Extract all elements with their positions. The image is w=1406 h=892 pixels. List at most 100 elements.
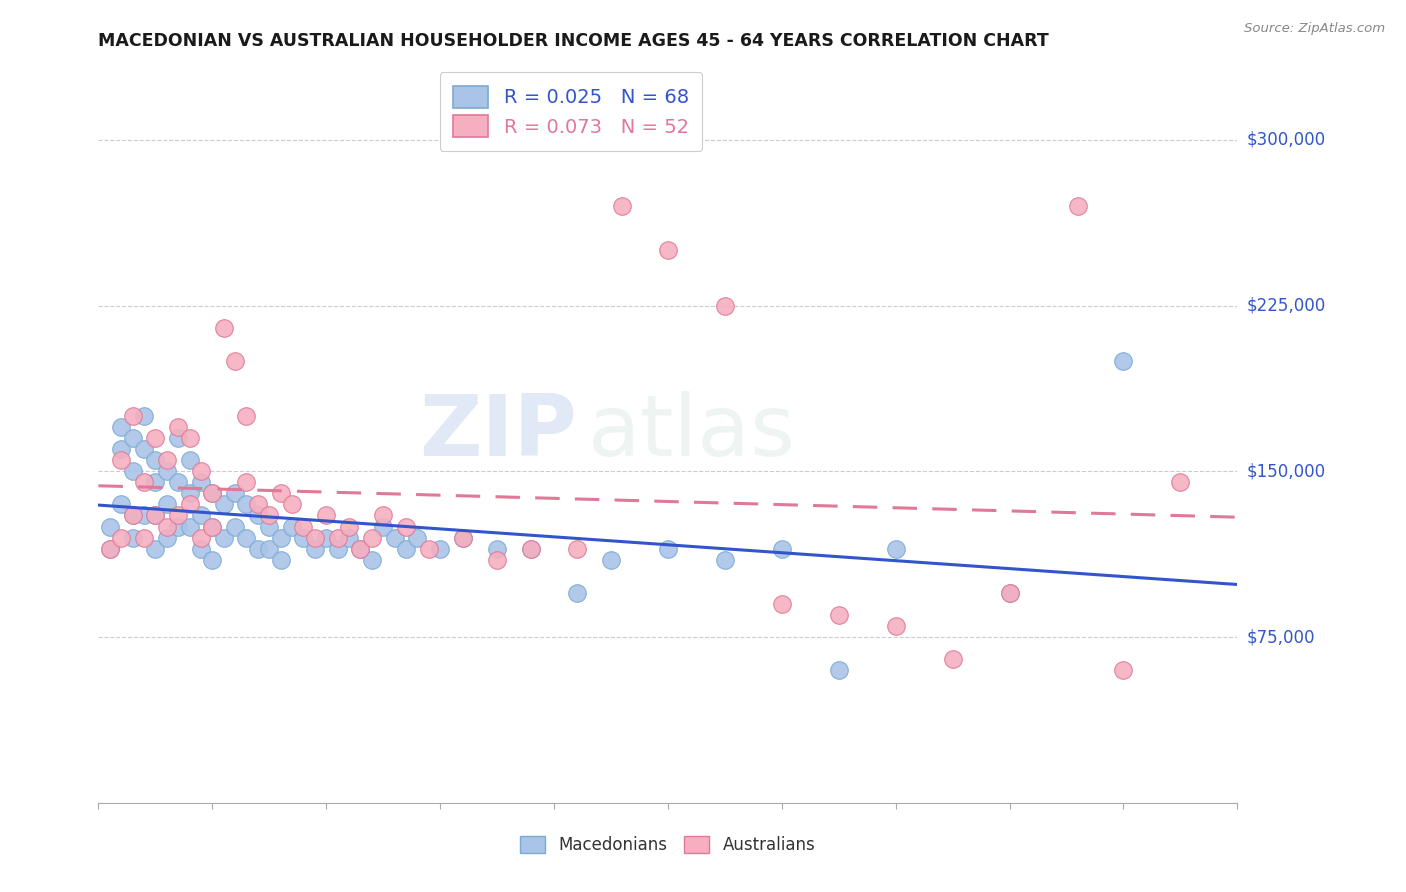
Point: [429, 541, 451, 556]
Point: [110, 420, 132, 434]
Point: [212, 320, 235, 334]
Point: [1170, 475, 1192, 490]
Point: [520, 541, 543, 556]
Point: [349, 541, 371, 556]
Legend: Macedonians, Australians: Macedonians, Australians: [513, 830, 823, 861]
Point: [201, 486, 224, 500]
Point: [179, 453, 201, 467]
Point: [315, 508, 337, 523]
Point: [121, 531, 143, 545]
Point: [384, 531, 406, 545]
Point: [395, 519, 418, 533]
Point: [418, 541, 440, 556]
Point: [145, 508, 167, 523]
Point: [179, 498, 201, 512]
Point: [326, 541, 349, 556]
Point: [1067, 199, 1090, 213]
Point: [281, 519, 304, 533]
Point: [212, 498, 235, 512]
Point: [657, 541, 679, 556]
Point: [406, 531, 429, 545]
Point: [110, 453, 132, 467]
Point: [315, 531, 337, 545]
Point: [110, 531, 132, 545]
Point: [132, 531, 155, 545]
Text: $300,000: $300,000: [1246, 131, 1326, 149]
Point: [828, 663, 851, 677]
Point: [179, 431, 201, 445]
Point: [224, 486, 246, 500]
Point: [235, 498, 257, 512]
Point: [657, 244, 679, 258]
Point: [121, 409, 143, 423]
Point: [998, 586, 1021, 600]
Point: [167, 519, 190, 533]
Text: Source: ZipAtlas.com: Source: ZipAtlas.com: [1244, 22, 1385, 36]
Point: [270, 531, 292, 545]
Point: [167, 508, 190, 523]
Point: [292, 519, 315, 533]
Point: [884, 541, 907, 556]
Point: [167, 420, 190, 434]
Point: [190, 475, 212, 490]
Point: [360, 531, 382, 545]
Point: [600, 552, 623, 566]
Point: [201, 519, 224, 533]
Point: [190, 531, 212, 545]
Point: [304, 541, 326, 556]
Point: [304, 531, 326, 545]
Point: [145, 541, 167, 556]
Point: [98, 541, 121, 556]
Point: [1112, 663, 1135, 677]
Point: [326, 531, 349, 545]
Point: [770, 597, 793, 611]
Point: [145, 453, 167, 467]
Point: [212, 531, 235, 545]
Text: atlas: atlas: [588, 391, 796, 475]
Point: [156, 531, 179, 545]
Point: [98, 519, 121, 533]
Point: [190, 541, 212, 556]
Point: [98, 541, 121, 556]
Point: [259, 519, 281, 533]
Point: [270, 552, 292, 566]
Point: [145, 431, 167, 445]
Point: [337, 531, 360, 545]
Point: [884, 619, 907, 633]
Point: [110, 498, 132, 512]
Point: [235, 531, 257, 545]
Point: [156, 464, 179, 478]
Text: ZIP: ZIP: [419, 391, 576, 475]
Point: [451, 531, 474, 545]
Point: [998, 586, 1021, 600]
Point: [156, 498, 179, 512]
Point: [156, 453, 179, 467]
Point: [281, 498, 304, 512]
Point: [156, 519, 179, 533]
Point: [121, 464, 143, 478]
Point: [349, 541, 371, 556]
Point: [121, 508, 143, 523]
Text: MACEDONIAN VS AUSTRALIAN HOUSEHOLDER INCOME AGES 45 - 64 YEARS CORRELATION CHART: MACEDONIAN VS AUSTRALIAN HOUSEHOLDER INC…: [98, 32, 1049, 50]
Point: [828, 607, 851, 622]
Point: [451, 531, 474, 545]
Point: [167, 431, 190, 445]
Point: [132, 475, 155, 490]
Point: [145, 508, 167, 523]
Point: [179, 486, 201, 500]
Point: [167, 475, 190, 490]
Point: [373, 519, 395, 533]
Point: [360, 552, 382, 566]
Point: [201, 519, 224, 533]
Point: [190, 464, 212, 478]
Point: [145, 475, 167, 490]
Point: [292, 531, 315, 545]
Point: [486, 541, 509, 556]
Text: $225,000: $225,000: [1246, 296, 1326, 315]
Point: [201, 552, 224, 566]
Point: [246, 541, 269, 556]
Point: [612, 199, 634, 213]
Point: [259, 541, 281, 556]
Point: [565, 541, 588, 556]
Point: [132, 409, 155, 423]
